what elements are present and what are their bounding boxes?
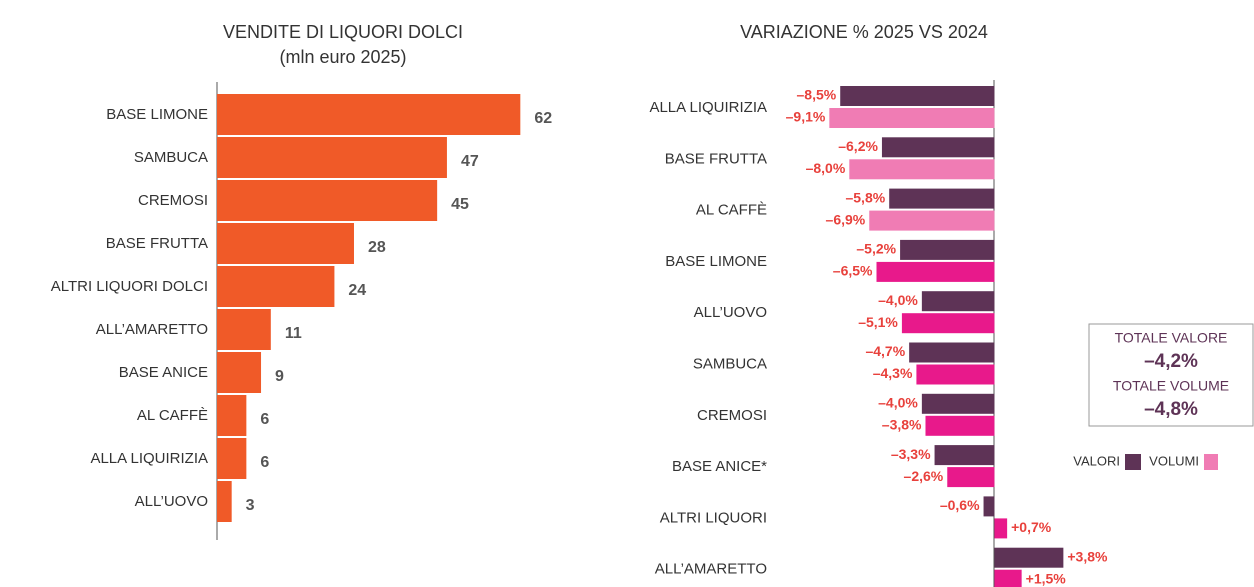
bar [901, 313, 995, 334]
legend-swatch [1125, 454, 1141, 470]
bar [994, 569, 1022, 587]
category-label: SAMBUCA [134, 149, 208, 166]
legend-swatch [1204, 454, 1218, 470]
value-label: 45 [451, 196, 469, 213]
bar [921, 393, 995, 414]
category-label: ALL’AMARETTO [96, 321, 208, 338]
bar [849, 159, 995, 180]
value-label: –6,9% [826, 211, 866, 227]
value-label: –5,2% [856, 241, 896, 257]
category-label: BASE FRUTTA [665, 150, 767, 167]
value-label: –5,8% [845, 189, 885, 205]
bar [925, 415, 995, 436]
value-label: 24 [348, 282, 366, 299]
bar [217, 266, 335, 307]
value-label: 9 [275, 368, 284, 385]
value-label: 6 [260, 454, 269, 471]
bar [983, 496, 995, 517]
total-label: TOTALE VOLUME [1113, 378, 1229, 394]
legend-label: VALORI [1073, 453, 1120, 468]
value-label: –4,3% [873, 365, 913, 381]
category-label: BASE ANICE* [672, 458, 767, 475]
value-label: –3,8% [882, 417, 922, 433]
value-label: –0,6% [940, 497, 980, 513]
value-label: –8,0% [806, 160, 846, 176]
bar [829, 108, 995, 128]
value-label: –4,7% [865, 343, 905, 359]
value-label: –9,1% [786, 109, 826, 125]
value-label: +1,5% [1026, 570, 1067, 586]
value-label: 62 [534, 110, 552, 127]
category-label: BASE LIMONE [106, 106, 208, 123]
bar [934, 445, 995, 466]
chart-subtitle: (mln euro 2025) [279, 47, 406, 67]
bar [217, 481, 232, 522]
category-label: ALTRI LIQUORI [660, 509, 767, 526]
value-label: –4,0% [878, 395, 918, 411]
category-label: SAMBUCA [693, 355, 767, 372]
category-label: CREMOSI [138, 192, 208, 209]
bar [217, 94, 521, 135]
value-label: –8,5% [797, 87, 837, 103]
bar [217, 309, 271, 350]
bar [876, 261, 995, 282]
category-label: ALLA LIQUIRIZIA [90, 450, 208, 467]
bar [921, 291, 995, 312]
bar [994, 547, 1064, 568]
category-label: AL CAFFÈ [137, 407, 208, 424]
legend-label: VOLUMI [1149, 453, 1199, 468]
chart-title: VARIAZIONE % 2025 VS 2024 [740, 22, 988, 42]
value-label: +0,7% [1011, 519, 1052, 535]
total-value: –4,8% [1144, 399, 1198, 420]
value-label: 3 [246, 497, 255, 514]
value-label: –4,0% [878, 292, 918, 308]
value-label: –5,1% [858, 314, 898, 330]
bar [217, 438, 247, 479]
bar [994, 518, 1008, 539]
bar [881, 137, 995, 158]
total-label: TOTALE VALORE [1115, 330, 1228, 346]
category-label: BASE LIMONE [665, 253, 767, 270]
bar [916, 364, 995, 385]
bar [900, 239, 995, 260]
bar [840, 86, 995, 106]
category-label: ALL’AMARETTO [655, 561, 767, 578]
value-label: 11 [285, 325, 302, 342]
value-label: –6,5% [833, 263, 873, 279]
category-label: BASE ANICE [119, 364, 208, 381]
value-label: 47 [461, 153, 479, 170]
bar [869, 210, 995, 231]
category-label: CREMOSI [697, 407, 767, 424]
category-label: AL CAFFÈ [696, 202, 767, 219]
category-label: ALTRI LIQUORI DOLCI [51, 278, 208, 295]
bar [947, 467, 995, 488]
totals-box [1088, 323, 1254, 427]
category-label: ALL’UOVO [135, 493, 208, 510]
category-label: ALL’UOVO [694, 304, 767, 321]
value-label: 6 [260, 411, 269, 428]
bar [909, 342, 995, 363]
value-label: –3,3% [891, 446, 931, 462]
chart-title: VENDITE DI LIQUORI DOLCI [223, 22, 463, 42]
value-label: –2,6% [904, 468, 944, 484]
bar [217, 395, 247, 436]
bar [217, 180, 438, 221]
value-label: +3,8% [1067, 548, 1108, 564]
bar [217, 223, 354, 264]
value-label: –6,2% [838, 138, 878, 154]
bar [889, 188, 995, 209]
bar [217, 352, 262, 393]
category-label: ALLA LIQUIRIZIA [649, 99, 767, 116]
total-value: –4,2% [1144, 351, 1198, 372]
bar [217, 137, 447, 178]
value-label: 28 [368, 239, 386, 256]
category-label: BASE FRUTTA [106, 235, 208, 252]
